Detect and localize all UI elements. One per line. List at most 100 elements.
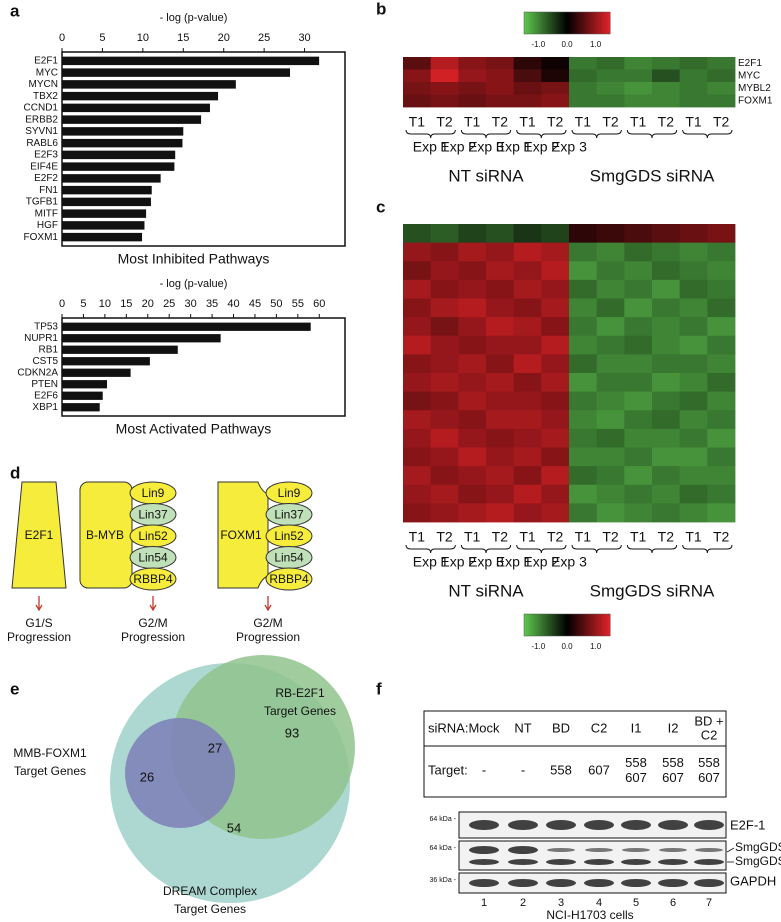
- heatmap-cell: [430, 373, 459, 393]
- heatmap-cell: [707, 335, 736, 355]
- heatmap-cell: [458, 298, 487, 318]
- set-label: Target Genes: [264, 704, 336, 718]
- heatmap-cell: [486, 428, 515, 448]
- bar: [62, 138, 183, 148]
- heatmap-cell: [486, 279, 515, 299]
- experiment-label: Exp 3: [551, 554, 587, 570]
- heatmap-cell: [403, 484, 432, 504]
- heatmap-cell: [486, 261, 515, 281]
- heatmap-cell: [486, 373, 515, 393]
- colorbar-frame: [523, 11, 611, 35]
- x-tick-label: 10: [99, 298, 111, 310]
- row-label: MYC: [738, 70, 760, 81]
- lane-target: 558: [625, 755, 647, 770]
- column-label: T2: [602, 114, 619, 130]
- bracket: [682, 544, 733, 554]
- lane-target: 607: [698, 770, 720, 785]
- blot-band: [547, 848, 575, 852]
- category-label: CDKN2A: [17, 367, 58, 378]
- heatmap-cell: [707, 428, 736, 448]
- heatmap-cell: [596, 373, 625, 393]
- lane-target: 558: [550, 762, 572, 777]
- blot-band: [584, 820, 614, 830]
- bar: [62, 391, 103, 400]
- band-label: GAPDH: [730, 873, 776, 888]
- blot-band: [621, 859, 651, 865]
- heatmap-cell: [652, 373, 681, 393]
- group-label: NT siRNA: [448, 166, 524, 185]
- x-tick-label: 45: [249, 298, 261, 310]
- colorbar-swatch: [541, 12, 544, 34]
- heatmap-cell: [403, 373, 432, 393]
- heatmap-cell: [679, 82, 708, 95]
- heatmap-cell: [707, 82, 736, 95]
- partner-label: Lin9: [142, 486, 165, 500]
- bar: [62, 209, 147, 218]
- heatmap-cell: [679, 373, 708, 393]
- bar: [62, 103, 210, 113]
- blot-band: [621, 879, 651, 887]
- experiment-label: Exp 1: [496, 139, 532, 155]
- heatmap-cell: [430, 82, 459, 95]
- heatmap-cell: [541, 373, 570, 393]
- heatmap-cell: [569, 447, 598, 467]
- blot-table: [423, 710, 727, 798]
- bar: [62, 162, 175, 171]
- heatmap-cell: [541, 410, 570, 430]
- heatmap-cell: [652, 261, 681, 281]
- heatmap-cell: [403, 261, 432, 281]
- band-label: E2F-1: [730, 817, 765, 832]
- colorbar-swatch: [556, 614, 559, 636]
- heatmap-cell: [513, 298, 542, 318]
- arrow-head: [264, 604, 272, 612]
- panel-label: e: [10, 679, 19, 698]
- heatmap-cell: [430, 391, 459, 411]
- heatmap-cell: [513, 503, 542, 523]
- heatmap-cell: [486, 466, 515, 486]
- blot-band: [695, 848, 723, 852]
- column-label: T1: [464, 529, 481, 545]
- bracket: [405, 544, 456, 554]
- heatmap-cell: [541, 69, 570, 83]
- blot-band: [584, 859, 614, 865]
- colorbar-swatch: [549, 12, 553, 34]
- heatmap-cell: [458, 57, 487, 70]
- heatmap-cell: [486, 410, 515, 430]
- colorbar-swatch: [573, 614, 577, 636]
- heatmap-cell: [513, 391, 542, 411]
- heatmap-cell: [403, 224, 432, 244]
- bar: [62, 232, 143, 242]
- colorbar-swatch: [567, 12, 570, 34]
- heatmap-cell: [458, 484, 487, 504]
- mmb-foxm1-circle: [125, 718, 235, 828]
- category-label: MYCN: [29, 79, 58, 90]
- category-label: MYC: [36, 67, 58, 78]
- group-label: SmgGDS siRNA: [590, 166, 715, 185]
- colorbar-swatch: [571, 614, 574, 636]
- heatmap-cell: [596, 503, 625, 523]
- band-label: SmgGDS-558: [735, 854, 781, 868]
- heatmap-cell: [707, 484, 736, 504]
- heatmap-cell: [596, 242, 625, 262]
- experiment-label: Exp 2: [523, 554, 559, 570]
- heatmap-cell: [569, 224, 598, 244]
- colorbar-swatch: [597, 12, 600, 34]
- heatmap-cell: [458, 317, 487, 337]
- protein-label: B-MYB: [86, 528, 124, 542]
- x-tick-label: 35: [206, 298, 218, 310]
- column-label: T2: [713, 114, 730, 130]
- heatmap-cell: [624, 242, 653, 262]
- category-label: RABL6: [26, 138, 58, 149]
- colorbar-swatch: [539, 12, 542, 34]
- heatmap-cell: [679, 428, 708, 448]
- column-label: T1: [630, 114, 647, 130]
- heatmap-cell: [679, 354, 708, 374]
- row-label: FOXM1: [738, 95, 773, 106]
- partner-label: Lin54: [138, 551, 168, 565]
- colorbar-swatch: [590, 12, 594, 34]
- heatmap-cell: [596, 466, 625, 486]
- heatmap-cell: [458, 428, 487, 448]
- heatmap-cell: [652, 69, 681, 83]
- panel-label: a: [10, 1, 20, 20]
- heatmap-cell: [541, 82, 570, 95]
